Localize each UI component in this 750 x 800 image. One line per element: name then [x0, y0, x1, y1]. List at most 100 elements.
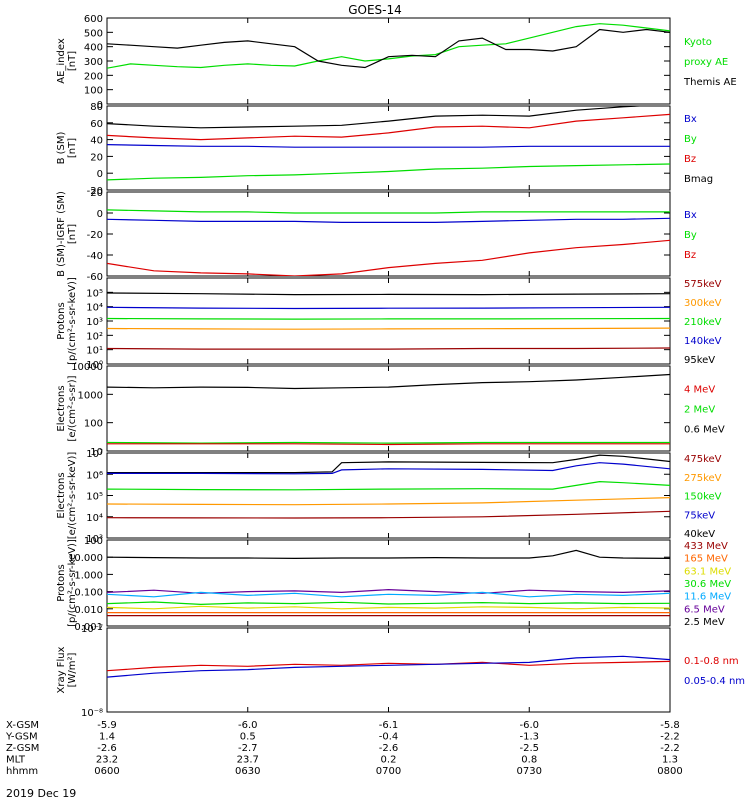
legend-label: 4 MeV — [684, 385, 715, 396]
x-row-label: Y-GSM — [5, 732, 38, 743]
y-tick-label: 600 — [84, 14, 103, 25]
y-tick-label: 10⁻⁷ — [81, 624, 103, 635]
y-axis-title: Electrons — [56, 472, 67, 518]
x-row-value: 23.2 — [96, 755, 118, 766]
y-tick-label: 0 — [97, 169, 103, 180]
legend-label: Bmag — [684, 174, 713, 185]
x-row-label: X-GSM — [6, 720, 39, 731]
y-axis-title: [e/(cm²-s-sr-keV)] — [67, 452, 78, 540]
y-tick-label: 10000 — [71, 362, 103, 373]
legend-label: Themis AE — [683, 77, 737, 88]
legend-label: 575keV — [684, 279, 722, 290]
y-axis-title: Protons — [56, 564, 67, 601]
panel-3: 20 0 -20 -40 -60 B (SM)-IGRF (SM) [nT] Bx By Bz — [56, 188, 697, 283]
y-axis-title: [nT] — [67, 224, 78, 244]
x-row-value: -0.4 — [379, 732, 399, 743]
x-row-value: -2.2 — [660, 732, 680, 743]
figure-title: GOES-14 — [348, 3, 402, 17]
y-tick-label: -20 — [87, 186, 103, 197]
y-axis-title: B (SM)-IGRF (SM) — [56, 191, 67, 277]
y-tick-label: -60 — [87, 272, 103, 283]
x-axis-table: X-GSM -5.9 -6.0 -6.1 -6.0 -5.8 Y-GSM 1.4 0.5 -0.4… — [5, 720, 683, 777]
y-tick-label: 0.100 — [74, 588, 103, 599]
y-tick-label: 100 — [84, 419, 103, 430]
series-bz — [107, 113, 670, 141]
legend-label: Bx — [684, 210, 697, 221]
series-4-mev — [107, 443, 670, 446]
legend-label: By — [684, 134, 697, 145]
x-row-value: -6.0 — [519, 720, 539, 731]
y-tick-label: 0.010 — [74, 605, 103, 616]
panel-1: 600 500 400 300 200 100 0 AE_index [nT] Kyoto prox… — [56, 14, 737, 111]
x-row-value: 1.3 — [662, 755, 678, 766]
panel-8: 10⁻⁷ 10⁻⁸ Xray Flux [W/m²] 0.1-0.8 nm 0.05-0.… — [56, 624, 745, 719]
y-tick-label: 10.000 — [68, 553, 103, 564]
series-0-1-0-8-nm — [107, 660, 670, 672]
y-tick-label: -20 — [87, 230, 103, 241]
panel-frame — [106, 17, 671, 105]
legend-label: 0.1-0.8 nm — [684, 656, 739, 667]
panel-4: 10⁰ 10¹ 10² 10³ 10⁴ 10⁵ Protons [p/(cm²-s-sr-ke… — [56, 277, 722, 371]
panel-frame — [106, 365, 671, 452]
panel-frame — [106, 452, 671, 539]
series-300kev — [107, 327, 670, 330]
legend-label: 150keV — [684, 492, 722, 503]
x-row-value: -2.6 — [379, 743, 399, 754]
series-by — [107, 209, 670, 214]
panel-frame — [106, 191, 671, 277]
panel-6: 10³ 10⁴ 10⁵ 10⁶ 10⁷ Electrons [e/(cm²-s-sr-keV… — [56, 449, 722, 545]
x-row-value: -6.1 — [379, 720, 399, 731]
x-row-value: 23.7 — [237, 755, 259, 766]
y-tick-label: 10⁻⁸ — [81, 708, 103, 719]
y-tick-label: 10⁷ — [86, 449, 103, 460]
series-bx — [107, 217, 670, 223]
y-tick-label: 20 — [90, 152, 103, 163]
y-tick-label: 200 — [84, 71, 103, 82]
x-row-value: 0700 — [376, 766, 401, 777]
x-row-label: MLT — [6, 755, 26, 766]
x-row-value: -2.2 — [660, 743, 680, 754]
y-tick-label: 500 — [84, 28, 103, 39]
y-tick-label: 10² — [86, 331, 103, 342]
legend-label: Bz — [684, 250, 696, 261]
y-tick-label: 10⁶ — [86, 470, 103, 481]
legend-label: Bx — [684, 114, 697, 125]
series-by — [107, 163, 670, 181]
x-row-value: 0.8 — [521, 755, 537, 766]
legend-label: Kyoto — [684, 37, 712, 48]
y-tick-label: 10 — [90, 447, 103, 458]
series-0-05-0-4-nm — [107, 655, 670, 678]
series-140kev — [107, 306, 670, 310]
legend-label: 75keV — [684, 510, 715, 521]
x-row-value: -1.3 — [519, 732, 539, 743]
x-row-value: 1.4 — [99, 732, 115, 743]
legend-label: 0.6 MeV — [684, 425, 725, 436]
series-bz — [107, 239, 670, 276]
y-axis-title: Xray Flux — [56, 646, 67, 693]
y-tick-label: 10⁴ — [86, 303, 103, 314]
series-275kev — [107, 497, 670, 506]
x-row-value: -2.5 — [519, 743, 539, 754]
y-axis-title: B (SM) — [56, 131, 67, 164]
x-row-label: hhmm — [6, 766, 38, 777]
x-row-value: -5.8 — [660, 720, 680, 731]
series-30-6-mev — [107, 601, 670, 606]
x-row-value: 0630 — [235, 766, 260, 777]
y-tick-label: 20 — [90, 188, 103, 199]
series-bmag — [107, 106, 650, 129]
x-row-value: 0730 — [517, 766, 542, 777]
series-6-5-mev — [107, 588, 670, 594]
y-tick-label: 0.001 — [74, 622, 103, 633]
series-2-mev — [107, 441, 670, 444]
legend-label: 210keV — [684, 317, 722, 328]
legend-label: 165 MeV — [684, 554, 728, 565]
legend-label: 95keV — [684, 355, 715, 366]
y-tick-label: 100 — [84, 536, 103, 547]
date-label: 2019 Dec 19 — [6, 787, 76, 800]
y-axis-title: [nT] — [67, 138, 78, 158]
legend-label: 63.1 MeV — [684, 566, 731, 577]
y-axis-title: [W/m²] — [67, 652, 78, 687]
legend-label: 140keV — [684, 336, 722, 347]
legend-label: 2.5 MeV — [684, 617, 725, 628]
